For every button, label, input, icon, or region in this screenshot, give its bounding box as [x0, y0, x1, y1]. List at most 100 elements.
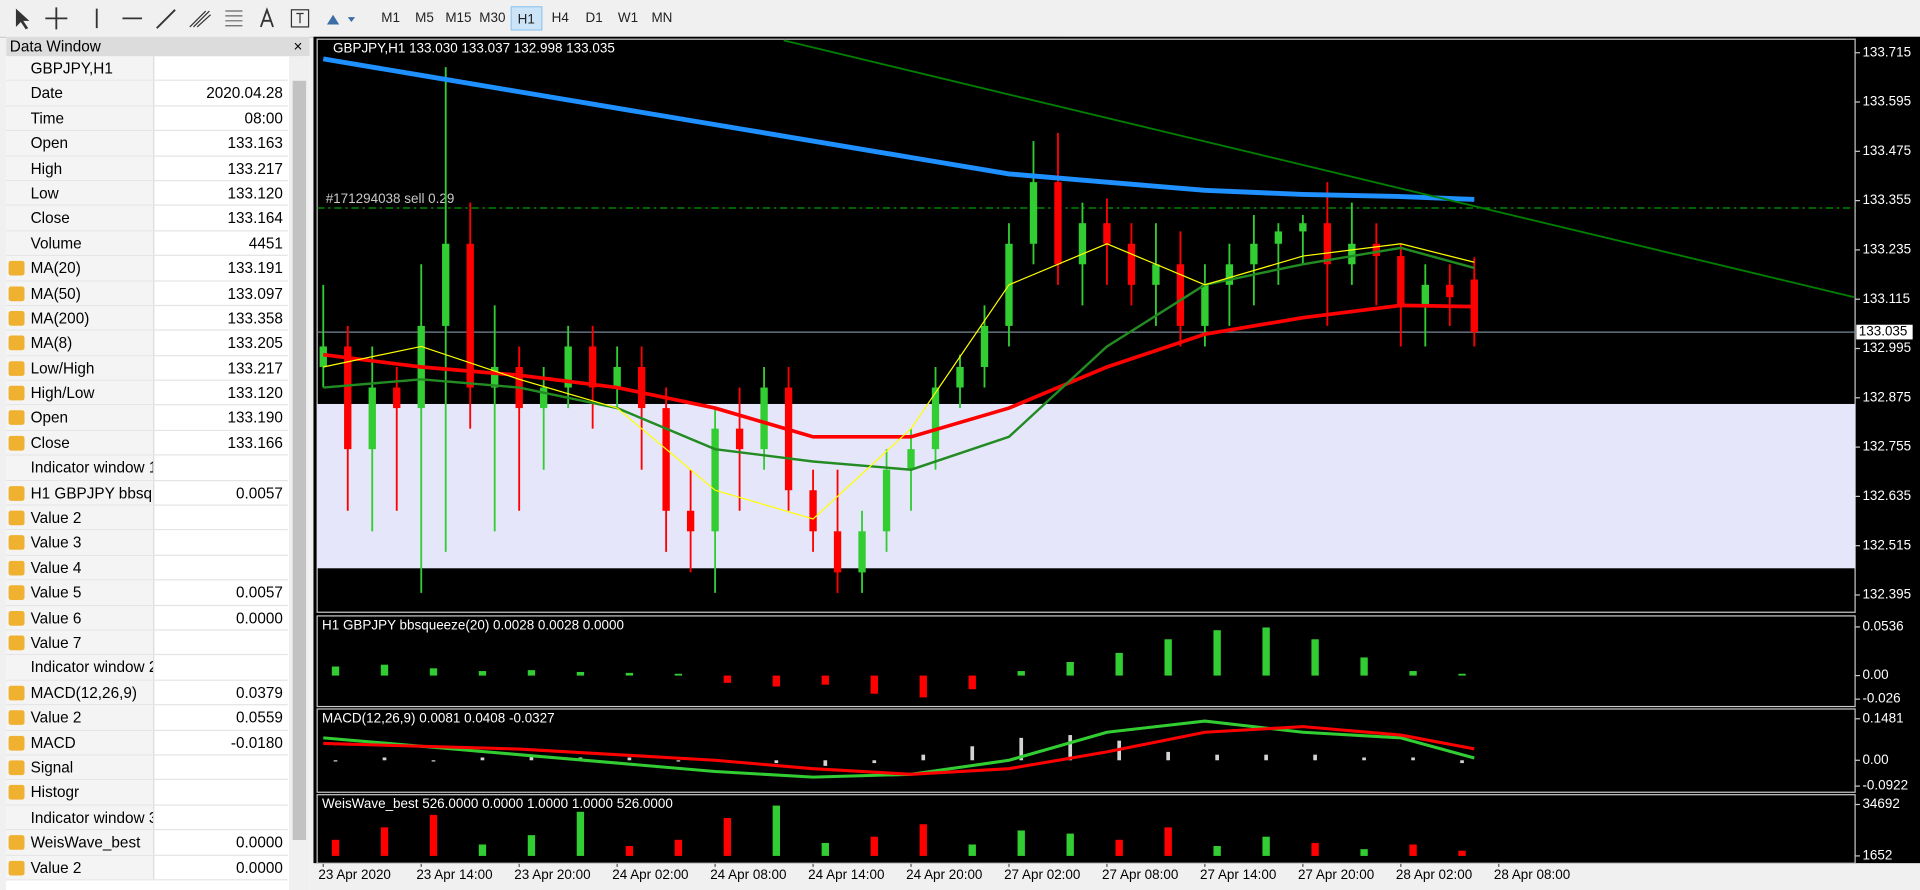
close-button[interactable]: × — [293, 37, 303, 56]
section-row: Indicator window 1 — [6, 455, 288, 481]
candle-body — [1470, 279, 1478, 333]
histogram-bar — [380, 664, 389, 676]
row-label: Close — [6, 430, 155, 455]
crosshair-tool[interactable] — [45, 7, 68, 30]
timeframe-button[interactable]: M1 — [381, 11, 400, 26]
arrows-tool[interactable] — [326, 14, 356, 25]
macd-bar — [676, 760, 681, 762]
data-row: H1 GBPJPY bbsq... 0.0057 — [6, 480, 288, 506]
cursor-tool[interactable] — [15, 8, 30, 30]
timeframe-button[interactable]: H4 — [551, 11, 569, 26]
candle-body — [1299, 223, 1307, 232]
data-row: Time 08:00 — [6, 106, 288, 132]
timeframe-button[interactable]: M30 — [479, 11, 506, 26]
macd-bar — [1215, 754, 1219, 761]
data-row: Close 133.166 — [6, 430, 288, 456]
histogram-bar — [1409, 671, 1417, 676]
label-tool[interactable] — [290, 9, 310, 28]
histogram-bar — [968, 844, 976, 856]
scrollbar[interactable] — [288, 56, 310, 890]
timeframe-button[interactable]: M15 — [445, 11, 472, 26]
candle-body — [1348, 243, 1356, 265]
timeframe-button[interactable]: MN — [651, 11, 673, 26]
y-tick-label: 132.515 — [1862, 537, 1911, 552]
histogram-bar — [1360, 657, 1368, 676]
histogram-bar — [821, 675, 829, 685]
row-value: 133.163 — [227, 134, 283, 153]
histogram-bar — [429, 814, 438, 856]
label-tool-glyph — [296, 12, 304, 24]
histogram-bar — [723, 818, 732, 856]
histogram-bar — [1360, 849, 1368, 856]
row-label: MA(8) — [6, 330, 155, 355]
section-title: Indicator window 1 — [6, 455, 155, 480]
candle-body — [515, 366, 523, 409]
row-icon — [8, 335, 25, 351]
candle-body — [1446, 284, 1454, 298]
data-row: Value 4 — [6, 555, 288, 581]
channel-tool[interactable] — [189, 10, 212, 28]
row-icon — [8, 510, 25, 526]
row-value: 133.120 — [227, 184, 283, 202]
row-label: High — [6, 156, 155, 180]
x-tick-label: 27 Apr 08:00 — [1102, 867, 1178, 882]
histogram-bar — [772, 805, 781, 856]
row-icon — [8, 535, 25, 551]
candle-body — [882, 469, 891, 532]
row-icon — [8, 310, 25, 326]
row-icon — [8, 260, 25, 276]
trend-tool[interactable] — [156, 9, 176, 29]
macd-bar — [1313, 754, 1317, 761]
histogram-bar — [478, 844, 487, 856]
histogram-bar — [1262, 627, 1270, 676]
histogram-bar — [919, 824, 927, 856]
bid-label-box — [1856, 324, 1913, 340]
x-tick-label: 27 Apr 14:00 — [1200, 867, 1276, 882]
histogram-bar — [870, 836, 878, 856]
row-value: 0.0057 — [236, 484, 283, 502]
row-value: 0.0000 — [236, 858, 283, 877]
histogram-bar — [870, 675, 878, 694]
fibo-tool[interactable] — [225, 10, 243, 27]
timeframe-button[interactable]: M5 — [415, 11, 434, 26]
macd-line — [323, 725, 1475, 776]
data-row: Signal — [6, 755, 288, 781]
row-label: MACD(12,26,9) — [6, 680, 155, 705]
timeframe-button[interactable]: D1 — [585, 11, 603, 26]
y-tick-label: 133.715 — [1862, 44, 1911, 59]
scroll-thumb[interactable] — [292, 80, 307, 841]
timeframe-button[interactable]: H1 — [510, 6, 543, 31]
data-row: Low 133.120 — [6, 181, 288, 207]
macd-bar — [921, 754, 926, 761]
x-tick-label: 23 Apr 20:00 — [514, 867, 590, 882]
data-window-title: Data Window — [9, 37, 101, 56]
data-row: Open 133.190 — [6, 405, 288, 431]
row-label: Open — [6, 405, 155, 430]
macd-bar — [1264, 754, 1268, 761]
data-row: WeisWave_best 0.0000 — [6, 830, 288, 856]
y-tick-label: 0.0536 — [1862, 619, 1903, 634]
data-window-table: GBPJPY,H1 Date 2020.04.28 Time 08:00 Open 133.… — [6, 56, 288, 881]
histogram-bar — [1213, 630, 1221, 676]
candle-body — [393, 387, 401, 409]
candle-body — [931, 387, 940, 450]
data-row: Value 6 0.0000 — [6, 605, 288, 631]
row-value: 0.0379 — [236, 684, 283, 702]
candle-body — [1029, 182, 1038, 244]
candle-body — [637, 366, 646, 409]
text-tool[interactable] — [259, 7, 274, 28]
macd-bar — [1019, 737, 1024, 761]
candle-body — [711, 428, 719, 532]
y-tick-label: 0.00 — [1862, 752, 1888, 767]
macd-bar — [970, 746, 975, 761]
row-icon — [8, 610, 25, 626]
candle-body — [1323, 223, 1332, 265]
data-row: High/Low 133.120 — [6, 380, 288, 406]
row-value: 4451 — [248, 234, 283, 252]
y-tick-label: 132.635 — [1862, 488, 1911, 503]
histogram-bar — [1262, 836, 1270, 856]
timeframe-button[interactable]: W1 — [617, 11, 639, 26]
row-label: Value 6 — [6, 605, 155, 630]
histogram-bar — [625, 672, 634, 676]
row-icon — [8, 860, 25, 875]
